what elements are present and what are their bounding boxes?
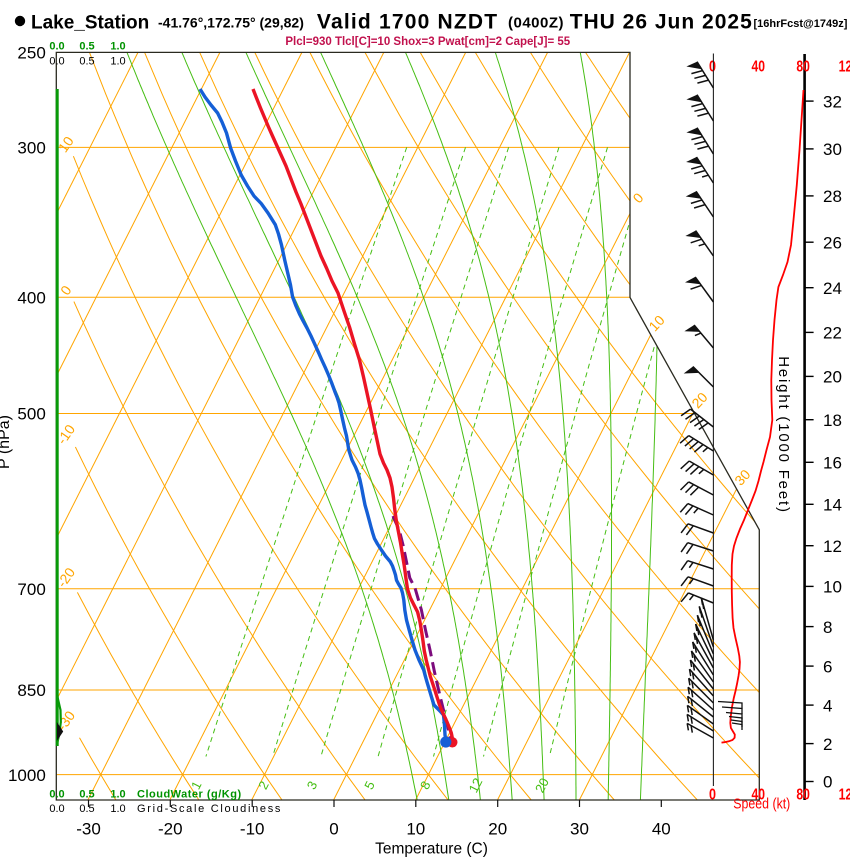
svg-text:2: 2 — [255, 779, 272, 792]
svg-text:32: 32 — [823, 92, 842, 111]
svg-text:0.0: 0.0 — [49, 56, 64, 68]
svg-text:-10: -10 — [240, 820, 265, 839]
svg-text:0.5: 0.5 — [79, 803, 94, 815]
svg-text:40: 40 — [751, 787, 765, 804]
svg-text:1.0: 1.0 — [110, 789, 125, 801]
svg-text:120: 120 — [839, 787, 850, 804]
svg-text:3: 3 — [304, 779, 321, 792]
svg-text:40: 40 — [751, 59, 765, 76]
svg-text:20: 20 — [823, 368, 842, 387]
svg-text:250: 250 — [17, 44, 45, 63]
svg-text:Speed (kt): Speed (kt) — [733, 796, 790, 813]
svg-text:0: 0 — [709, 787, 716, 804]
svg-text:300: 300 — [17, 139, 45, 158]
svg-text:-20: -20 — [158, 820, 183, 839]
svg-text:1.0: 1.0 — [110, 56, 125, 68]
svg-text:0.5: 0.5 — [79, 56, 94, 68]
svg-text:2: 2 — [823, 735, 832, 754]
svg-text:0.0: 0.0 — [49, 789, 64, 801]
svg-text:-30: -30 — [76, 820, 101, 839]
svg-text:0: 0 — [629, 189, 646, 206]
svg-text:[16hrFcst@1749z]: [16hrFcst@1749z] — [754, 18, 848, 30]
svg-text:Plcl=930 Tlcl[C]=10 Shox=3 Pwa: Plcl=930 Tlcl[C]=10 Shox=3 Pwat[cm]=2 Ca… — [285, 36, 570, 48]
svg-text:22: 22 — [823, 324, 842, 343]
svg-text:30: 30 — [823, 140, 842, 159]
svg-text:0.5: 0.5 — [79, 41, 94, 53]
svg-text:8: 8 — [823, 618, 832, 637]
svg-text:Temperature (C): Temperature (C) — [375, 841, 488, 858]
svg-text:1.0: 1.0 — [110, 41, 125, 53]
svg-text:THU 26 Jun 2025: THU 26 Jun 2025 — [570, 11, 753, 34]
svg-text:850: 850 — [17, 681, 45, 700]
svg-text:P (hPa): P (hPa) — [0, 415, 13, 469]
svg-text:-41.76°,172.75° (29,82): -41.76°,172.75° (29,82) — [158, 15, 304, 31]
svg-text:700: 700 — [17, 580, 45, 599]
svg-text:0.0: 0.0 — [49, 803, 64, 815]
svg-text:80: 80 — [796, 59, 810, 76]
svg-text:16: 16 — [823, 454, 842, 473]
svg-text:120: 120 — [839, 59, 850, 76]
svg-text:12: 12 — [466, 775, 486, 795]
svg-text:6: 6 — [823, 657, 832, 676]
svg-text:1000: 1000 — [8, 766, 46, 785]
svg-text:4: 4 — [823, 696, 832, 715]
svg-text:0: 0 — [823, 773, 832, 792]
svg-text:0.5: 0.5 — [79, 789, 94, 801]
svg-text:(0400Z): (0400Z) — [508, 15, 564, 32]
svg-text:1.0: 1.0 — [110, 803, 125, 815]
svg-text:26: 26 — [823, 233, 842, 252]
svg-text:0: 0 — [709, 59, 716, 76]
svg-text:24: 24 — [823, 279, 842, 298]
svg-text:80: 80 — [796, 787, 810, 804]
svg-text:400: 400 — [17, 288, 45, 307]
svg-text:18: 18 — [823, 411, 842, 430]
svg-text:10: 10 — [406, 820, 425, 839]
svg-text:20: 20 — [532, 775, 552, 795]
svg-text:0: 0 — [57, 282, 75, 298]
svg-text:Grid-Scale Cloudiness: Grid-Scale Cloudiness — [137, 803, 282, 815]
svg-text:0: 0 — [329, 820, 338, 839]
svg-text:Height (1000 Feet): Height (1000 Feet) — [775, 356, 792, 513]
svg-text:30: 30 — [570, 820, 589, 839]
svg-text:10: 10 — [823, 578, 842, 597]
svg-text:12: 12 — [823, 537, 842, 556]
svg-text:20: 20 — [488, 820, 507, 839]
svg-text:5: 5 — [361, 779, 378, 792]
svg-text:0.0: 0.0 — [49, 41, 64, 53]
svg-text:Valid 1700 NZDT: Valid 1700 NZDT — [317, 11, 498, 34]
svg-text:Lake_Station: Lake_Station — [31, 13, 149, 34]
svg-text:40: 40 — [652, 820, 671, 839]
svg-text:14: 14 — [823, 496, 842, 515]
svg-text:CloudWater (g/Kg): CloudWater (g/Kg) — [137, 789, 242, 801]
svg-text:28: 28 — [823, 187, 842, 206]
svg-text:500: 500 — [17, 405, 45, 424]
